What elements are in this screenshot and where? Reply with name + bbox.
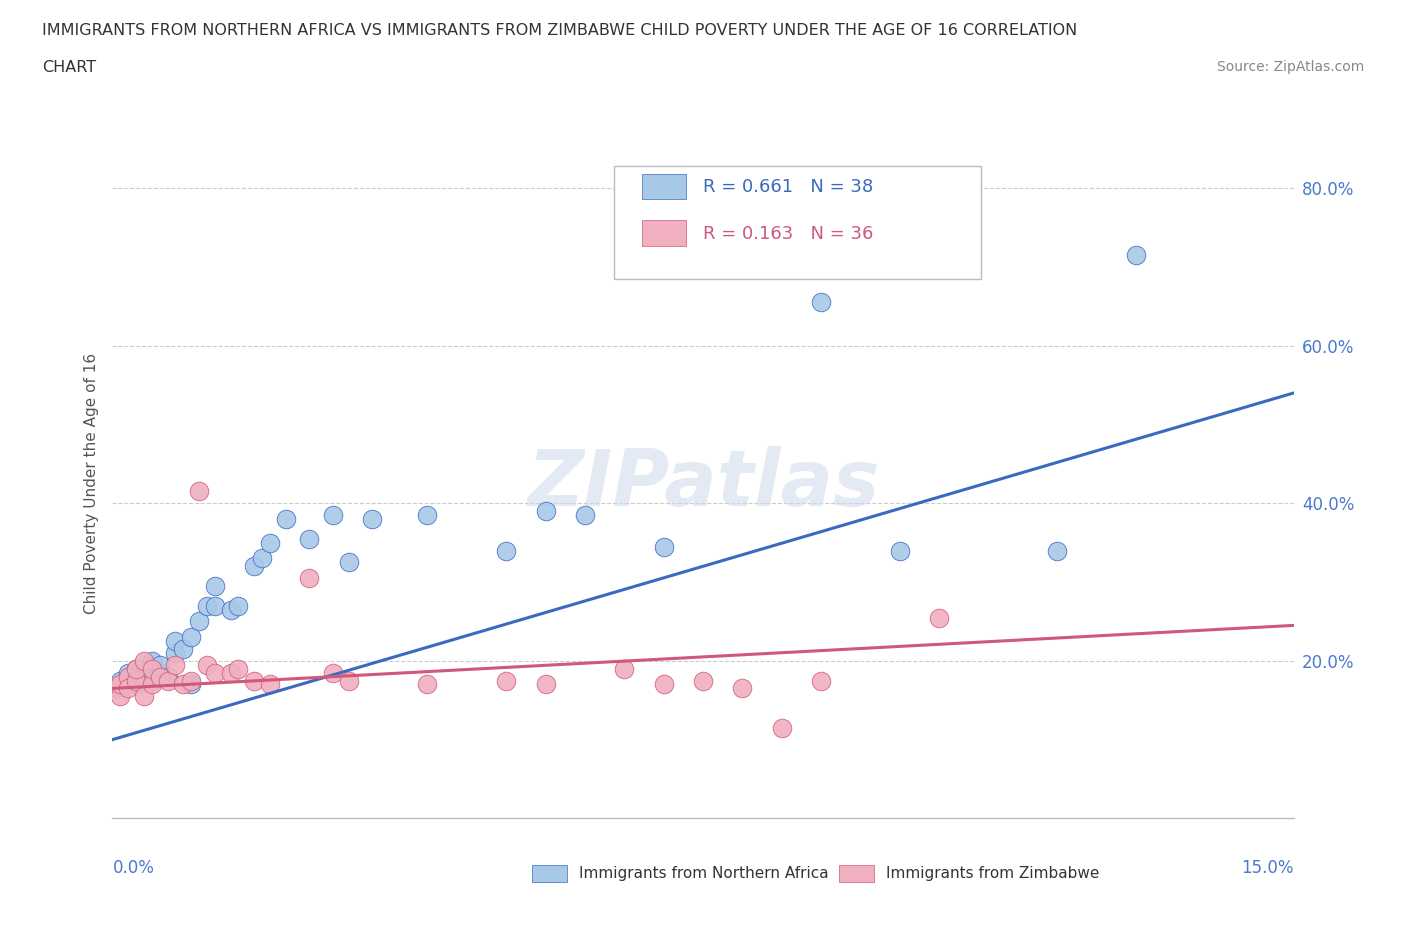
Point [180, 673, 202, 688]
Point [149, 658, 172, 672]
Point [534, 504, 557, 519]
Point [110, 673, 132, 688]
Point [613, 661, 636, 676]
Point [731, 681, 754, 696]
Point [810, 673, 832, 688]
Point [243, 673, 266, 688]
Point [274, 512, 297, 526]
Point [132, 670, 155, 684]
Point [149, 670, 172, 684]
FancyBboxPatch shape [641, 174, 686, 199]
Point [243, 559, 266, 574]
Point [165, 633, 187, 648]
Point [228, 661, 250, 676]
Point [298, 531, 321, 546]
Text: R = 0.661   N = 38: R = 0.661 N = 38 [703, 178, 873, 196]
Point [125, 661, 148, 676]
Point [204, 598, 226, 613]
Point [132, 689, 155, 704]
Point [117, 670, 139, 684]
Point [1046, 543, 1069, 558]
Point [259, 677, 281, 692]
Text: IMMIGRANTS FROM NORTHERN AFRICA VS IMMIGRANTS FROM ZIMBABWE CHILD POVERTY UNDER : IMMIGRANTS FROM NORTHERN AFRICA VS IMMIG… [42, 23, 1077, 38]
Point [156, 673, 179, 688]
Point [180, 630, 202, 644]
Point [652, 677, 675, 692]
Point [172, 677, 194, 692]
Point [495, 673, 517, 688]
Text: Immigrants from Northern Africa: Immigrants from Northern Africa [579, 866, 828, 881]
FancyBboxPatch shape [839, 865, 875, 882]
Point [125, 661, 148, 676]
Point [165, 658, 187, 672]
Point [574, 508, 596, 523]
Point [495, 543, 517, 558]
Point [195, 598, 218, 613]
Point [141, 673, 163, 688]
Point [195, 658, 218, 672]
Point [1125, 247, 1147, 262]
Text: CHART: CHART [42, 60, 96, 75]
Text: ZIPatlas: ZIPatlas [527, 445, 879, 522]
Point [125, 673, 148, 688]
Point [110, 677, 132, 692]
Point [337, 555, 360, 570]
FancyBboxPatch shape [641, 220, 686, 246]
Text: 0.0%: 0.0% [112, 858, 155, 877]
Point [188, 484, 211, 498]
Point [141, 677, 163, 692]
Point [188, 614, 211, 629]
FancyBboxPatch shape [531, 865, 567, 882]
Point [416, 677, 439, 692]
Point [228, 598, 250, 613]
Point [219, 665, 242, 680]
Point [149, 665, 172, 680]
Text: R = 0.163   N = 36: R = 0.163 N = 36 [703, 225, 873, 243]
Point [692, 673, 714, 688]
Point [219, 603, 242, 618]
Point [105, 681, 128, 696]
Point [204, 578, 226, 593]
Point [110, 689, 132, 704]
Point [416, 508, 439, 523]
Point [322, 665, 344, 680]
Point [322, 508, 344, 523]
Text: 15.0%: 15.0% [1241, 858, 1294, 877]
Point [259, 536, 281, 551]
Point [250, 551, 273, 565]
Point [132, 654, 155, 669]
Point [117, 665, 139, 680]
Point [180, 677, 202, 692]
Point [156, 670, 179, 684]
Point [810, 295, 832, 310]
Y-axis label: Child Poverty Under the Age of 16: Child Poverty Under the Age of 16 [83, 353, 98, 614]
Point [928, 610, 950, 625]
Point [889, 543, 911, 558]
Point [117, 681, 139, 696]
Point [141, 654, 163, 669]
Point [534, 677, 557, 692]
FancyBboxPatch shape [614, 166, 980, 279]
Point [361, 512, 384, 526]
Point [337, 673, 360, 688]
Point [298, 571, 321, 586]
Point [172, 642, 194, 657]
Point [165, 645, 187, 660]
Text: Immigrants from Zimbabwe: Immigrants from Zimbabwe [886, 866, 1099, 881]
Point [204, 665, 226, 680]
Point [770, 721, 793, 736]
Point [652, 539, 675, 554]
Text: Source: ZipAtlas.com: Source: ZipAtlas.com [1216, 60, 1364, 74]
Point [125, 677, 148, 692]
Point [141, 661, 163, 676]
